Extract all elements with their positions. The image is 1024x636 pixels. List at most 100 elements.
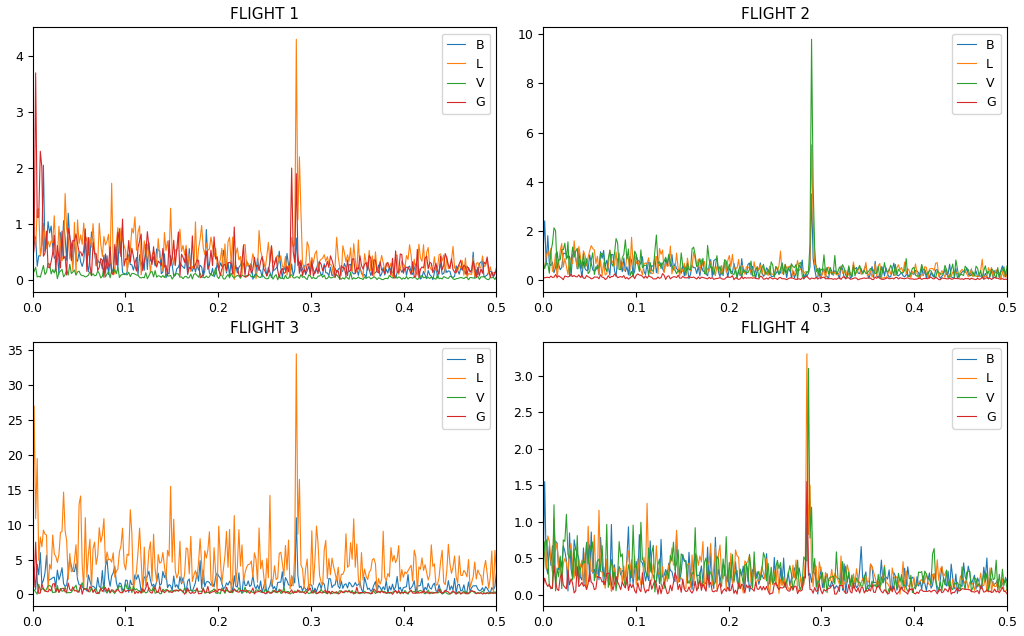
B <box>931 587 943 595</box>
G <box>312 590 325 597</box>
V <box>792 275 804 283</box>
Line: V: V <box>33 263 497 280</box>
G <box>27 586 39 593</box>
G <box>28 583 40 590</box>
Line: V: V <box>543 368 1007 593</box>
G <box>27 256 39 264</box>
L <box>421 249 433 256</box>
L <box>931 556 943 563</box>
B <box>290 514 302 522</box>
L <box>487 590 500 597</box>
L <box>815 567 827 575</box>
Line: G: G <box>543 273 1007 280</box>
B <box>450 589 462 597</box>
G <box>28 245 40 252</box>
Title: FLIGHT 1: FLIGHT 1 <box>230 7 299 22</box>
G <box>421 588 433 596</box>
L <box>994 275 1007 283</box>
B <box>815 563 827 571</box>
B <box>1000 575 1013 583</box>
Line: G: G <box>33 73 497 279</box>
Line: V: V <box>543 39 1007 279</box>
V <box>306 588 318 595</box>
B <box>540 563 552 570</box>
L <box>302 586 314 594</box>
G <box>961 275 973 282</box>
L <box>539 264 551 272</box>
B <box>816 268 828 275</box>
L <box>27 230 39 238</box>
L <box>813 558 825 566</box>
B <box>28 241 40 249</box>
G <box>30 538 42 546</box>
B <box>436 590 449 598</box>
V <box>27 585 39 593</box>
G <box>813 274 825 282</box>
B <box>537 247 549 254</box>
V <box>27 270 39 278</box>
V <box>815 572 827 580</box>
L <box>450 265 462 273</box>
V <box>421 589 433 597</box>
L <box>304 580 316 588</box>
L <box>537 265 549 273</box>
B <box>427 276 439 284</box>
G <box>931 274 943 282</box>
L <box>290 350 302 357</box>
B <box>537 566 549 574</box>
V <box>271 276 284 284</box>
G <box>824 584 837 592</box>
V <box>313 272 326 280</box>
G <box>1000 275 1013 283</box>
L <box>313 258 326 265</box>
G <box>386 590 398 598</box>
B <box>312 583 325 590</box>
G <box>302 586 314 594</box>
V <box>539 539 551 546</box>
B <box>302 581 314 589</box>
V <box>815 265 827 273</box>
L <box>27 562 39 570</box>
Line: L: L <box>543 145 1007 279</box>
V <box>824 264 837 272</box>
B <box>419 583 431 591</box>
G <box>304 584 316 592</box>
V <box>931 267 943 275</box>
G <box>1000 590 1013 598</box>
B <box>815 275 827 282</box>
L <box>815 273 827 280</box>
G <box>490 590 503 597</box>
V <box>1000 262 1013 270</box>
B <box>304 268 316 276</box>
B <box>961 576 973 583</box>
B <box>27 577 39 585</box>
V <box>961 265 973 272</box>
G <box>421 252 433 260</box>
G <box>801 478 813 485</box>
V <box>450 275 462 282</box>
L <box>539 548 551 556</box>
G <box>539 274 551 282</box>
V <box>490 273 503 280</box>
G <box>302 260 314 268</box>
G <box>539 574 551 582</box>
V <box>304 590 316 597</box>
Line: L: L <box>543 354 1007 594</box>
L <box>822 577 835 584</box>
B <box>37 162 49 169</box>
L <box>449 552 461 560</box>
B <box>312 258 325 266</box>
Legend: B, L, V, G: B, L, V, G <box>441 348 490 429</box>
B <box>806 190 818 198</box>
L <box>28 403 40 410</box>
L <box>490 268 503 276</box>
V <box>421 274 433 282</box>
V <box>313 589 326 597</box>
G <box>537 273 549 281</box>
V <box>882 589 894 597</box>
G <box>816 590 828 598</box>
G <box>822 275 835 282</box>
V <box>822 576 835 583</box>
Legend: B, L, V, G: B, L, V, G <box>441 34 490 114</box>
V <box>961 568 973 576</box>
